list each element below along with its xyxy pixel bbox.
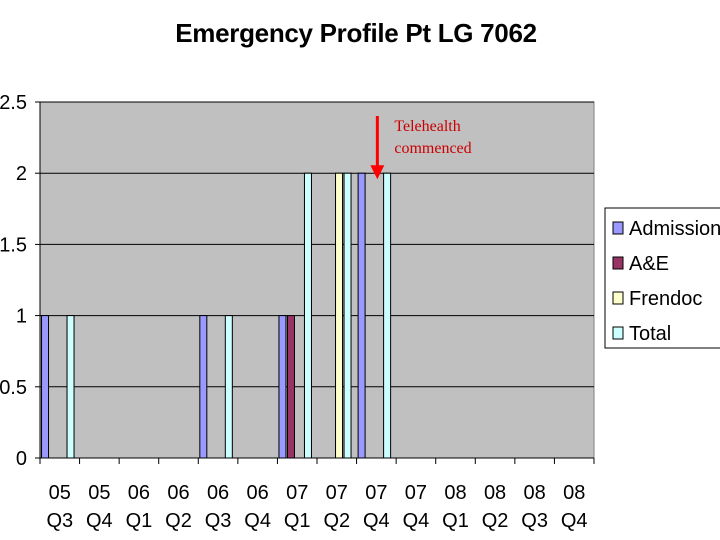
x-tick-label-quarter: Q1 <box>126 510 153 532</box>
y-tick-label: 0.5 <box>0 377 27 399</box>
legend <box>604 207 720 349</box>
legend-swatch <box>612 221 624 235</box>
annotation-text: Telehealth <box>394 118 460 135</box>
x-tick-label-quarter: Q4 <box>403 510 430 532</box>
x-tick-label-quarter: Q4 <box>363 510 390 532</box>
annotation-text: commenced <box>394 140 471 157</box>
legend-swatch <box>612 326 624 340</box>
x-tick-label-year: 05 <box>88 482 110 504</box>
x-tick-label-quarter: Q2 <box>165 510 192 532</box>
bar-ae <box>286 315 295 459</box>
x-tick-label-quarter: Q3 <box>46 510 73 532</box>
bar-total <box>66 315 75 459</box>
legend-label: A&E <box>629 253 669 275</box>
y-tick-label: 1 <box>16 306 27 328</box>
bar-admission <box>41 315 50 459</box>
x-tick-label-quarter: Q2 <box>323 510 350 532</box>
legend-swatch <box>612 256 624 270</box>
y-tick-label: 1.5 <box>0 234 27 256</box>
x-tick-label-year: 07 <box>405 482 427 504</box>
x-tick-label-year: 06 <box>207 482 229 504</box>
x-tick-label-year: 06 <box>167 482 189 504</box>
plot-area <box>39 101 595 459</box>
x-tick-label-year: 06 <box>128 482 150 504</box>
x-tick-label-year: 07 <box>326 482 348 504</box>
bar-total <box>383 172 392 459</box>
y-tick-label: 0 <box>16 448 27 470</box>
x-tick-label-quarter: Q2 <box>482 510 509 532</box>
legend-label: Total <box>629 323 671 345</box>
legend-swatch <box>612 291 624 305</box>
legend-label: Admission <box>629 218 720 240</box>
bar-admission <box>357 172 366 459</box>
x-tick-label-year: 08 <box>524 482 546 504</box>
x-tick-label-quarter: Q4 <box>561 510 588 532</box>
x-tick-label-quarter: Q3 <box>521 510 548 532</box>
x-tick-label-year: 08 <box>563 482 585 504</box>
annotation-arrow-head <box>370 165 385 180</box>
x-tick-label-quarter: Q1 <box>284 510 311 532</box>
x-tick-label-quarter: Q3 <box>205 510 232 532</box>
y-tick-label: 2 <box>16 163 27 185</box>
bar-admission <box>199 315 208 459</box>
y-tick-label: 2.5 <box>0 92 27 114</box>
chart-title: Emergency Profile Pt LG 7062 <box>175 18 537 48</box>
x-tick-label-quarter: Q4 <box>86 510 113 532</box>
x-tick-label-quarter: Q4 <box>244 510 271 532</box>
x-tick-label-year: 08 <box>484 482 506 504</box>
x-tick-label-quarter: Q1 <box>442 510 469 532</box>
legend-label: Frendoc <box>629 288 702 310</box>
bar-total <box>343 172 352 459</box>
x-tick-label-year: 07 <box>365 482 387 504</box>
bar-total <box>224 315 233 459</box>
x-tick-label-year: 08 <box>444 482 466 504</box>
x-tick-label-year: 05 <box>49 482 71 504</box>
bar-admission <box>278 315 287 459</box>
bar-frendoc <box>335 172 344 459</box>
x-tick-label-year: 06 <box>247 482 269 504</box>
bar-total <box>303 172 312 459</box>
x-tick-label-year: 07 <box>286 482 308 504</box>
